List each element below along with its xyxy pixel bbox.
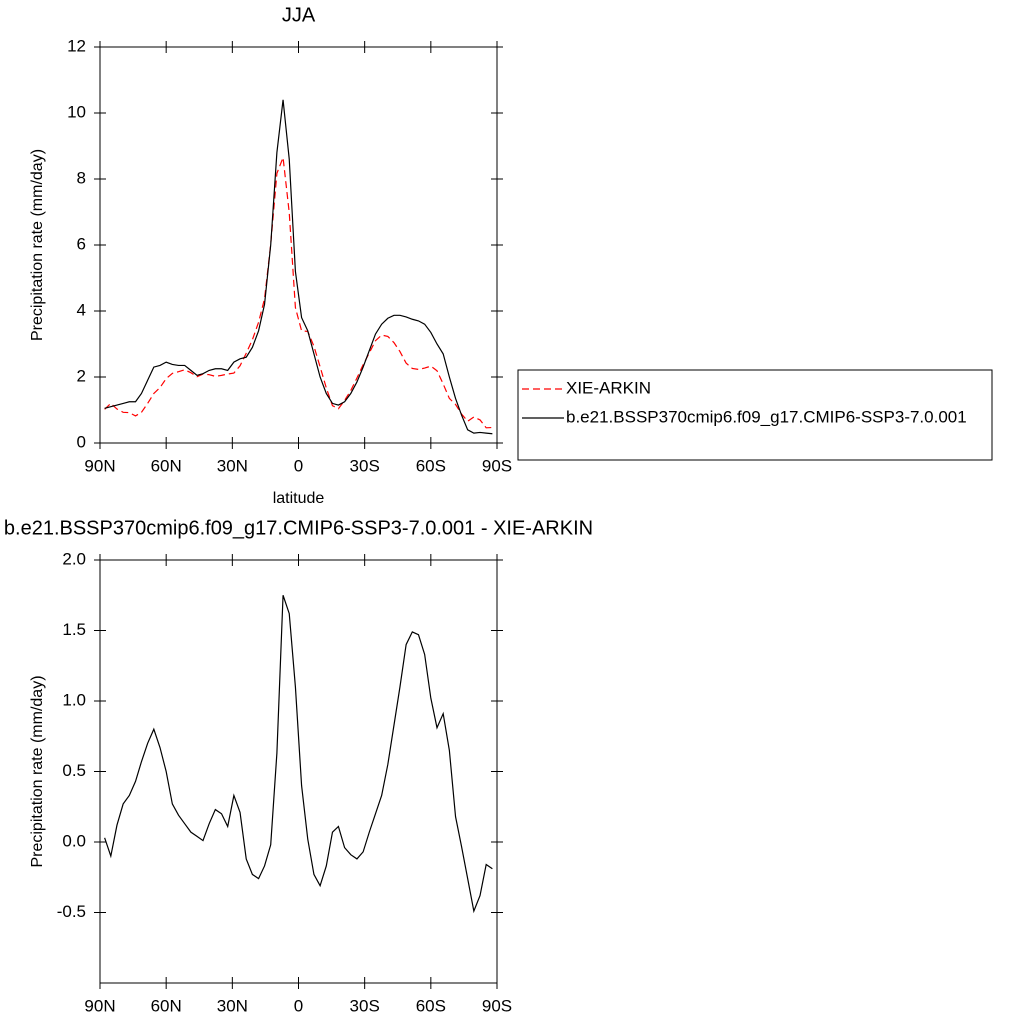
plot-frame: [99, 46, 498, 444]
x-tick-label: 90S: [482, 996, 512, 1015]
y-tick-label: 1.5: [62, 620, 86, 639]
y-tick-label: 0.0: [62, 831, 86, 850]
chart-title: b.e21.BSSP370cmip6.f09_g17.CMIP6-SSP3-7.…: [4, 517, 593, 539]
x-tick-label: 90S: [482, 456, 512, 475]
y-tick-label: 1.0: [62, 690, 86, 709]
y-axis-label: Precipitation rate (mm/day): [29, 149, 46, 341]
y-tick-label: -0.5: [57, 902, 86, 921]
x-tick-label: 30N: [217, 996, 248, 1015]
y-tick-label: 2.0: [62, 549, 86, 568]
x-tick-label: 90N: [84, 996, 115, 1015]
y-tick-label: 0.5: [62, 761, 86, 780]
chart-title: JJA: [282, 4, 316, 26]
x-tick-label: 60N: [151, 996, 182, 1015]
y-tick-label: 8: [77, 168, 86, 187]
legend-label: b.e21.BSSP370cmip6.f09_g17.CMIP6-SSP3-7.…: [566, 407, 967, 426]
data-line: [104, 595, 493, 914]
y-tick-label: 6: [77, 234, 86, 253]
y-axis-label: Precipitation rate (mm/day): [29, 675, 46, 867]
x-tick-label: 90N: [84, 456, 115, 475]
x-tick-label: 30S: [350, 996, 380, 1015]
legend-box: [517, 369, 993, 461]
data-line: [104, 157, 493, 429]
x-tick-label: 60S: [416, 456, 446, 475]
x-tick-label: 0: [294, 456, 303, 475]
y-tick-label: 10: [67, 102, 86, 121]
x-tick-label: 30S: [350, 456, 380, 475]
x-axis-label: latitude: [273, 490, 325, 507]
y-tick-label: 4: [77, 300, 86, 319]
y-tick-label: 2: [77, 366, 86, 385]
legend-label: XIE-ARKIN: [566, 378, 651, 397]
plot-frame: [99, 559, 498, 984]
x-tick-label: 0: [294, 996, 303, 1015]
y-tick-label: 0: [77, 432, 86, 451]
y-tick-label: 12: [67, 36, 86, 55]
x-tick-label: 60N: [151, 456, 182, 475]
x-tick-label: 30N: [217, 456, 248, 475]
x-tick-label: 60S: [416, 996, 446, 1015]
data-line: [104, 99, 493, 435]
